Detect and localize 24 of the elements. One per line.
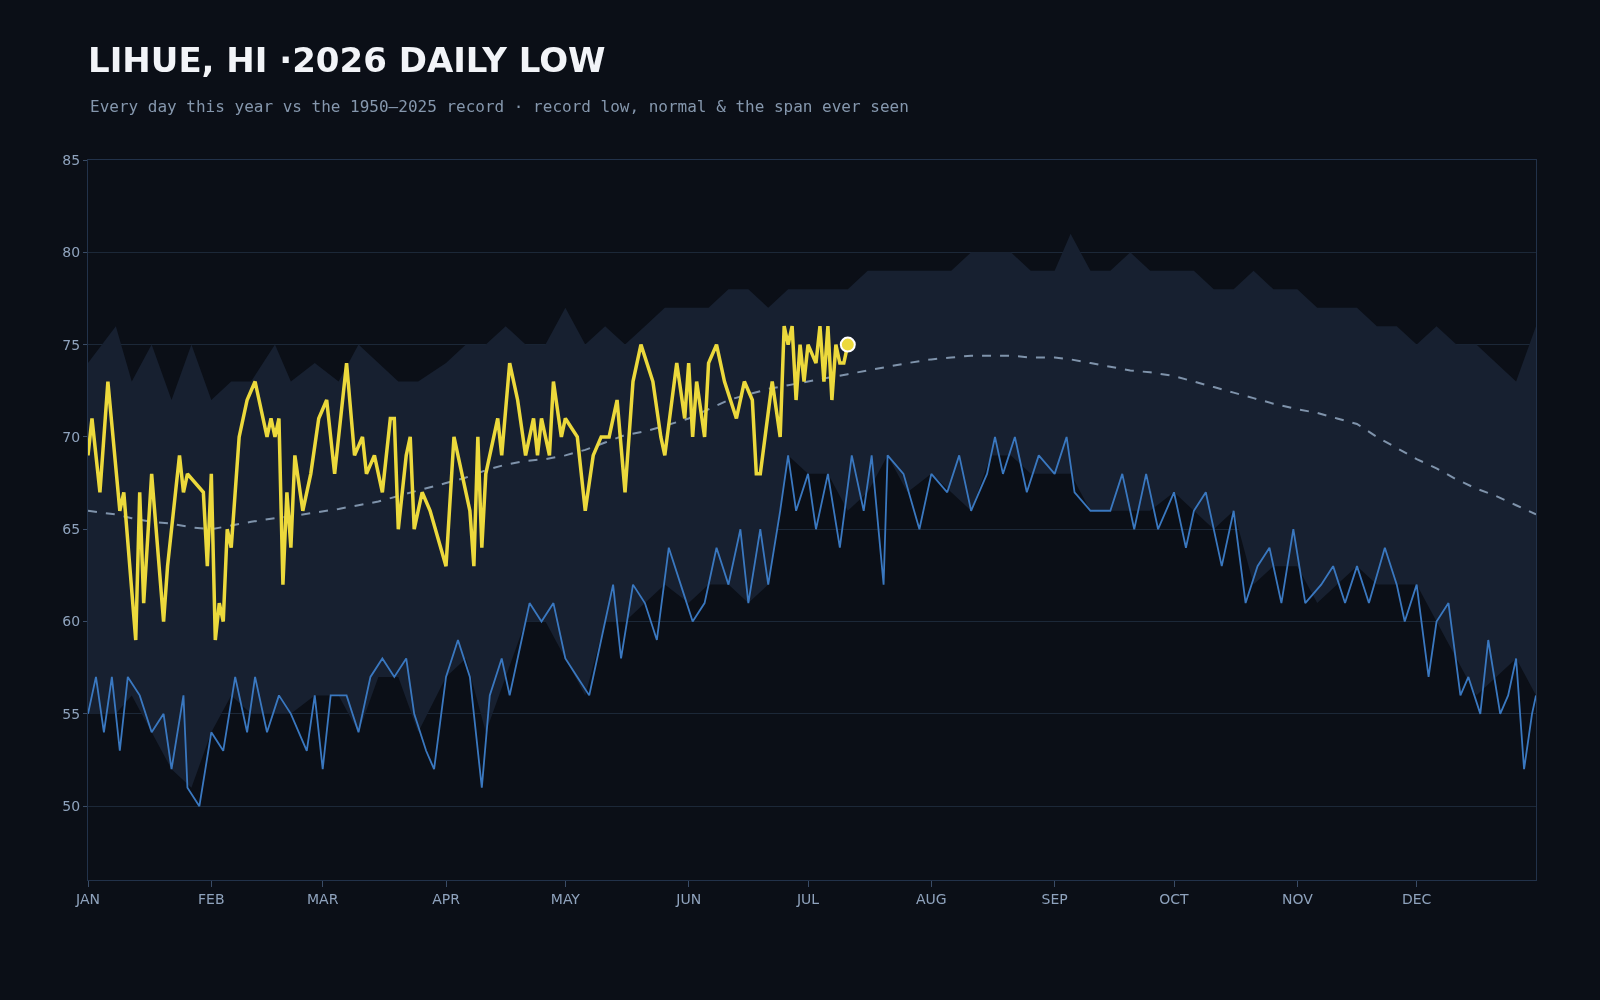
x-tick-label: JUL [795,890,820,907]
chart-title: LIHUE, HI ·2026 DAILY LOW [88,39,606,80]
x-tick-label: AUG [916,890,947,907]
x-tick-label: JUN [675,890,702,907]
y-tick-label: 55 [62,705,81,722]
x-tick-label: JAN [75,890,100,907]
x-tick-label: FEB [198,890,225,907]
y-tick-label: 80 [62,244,81,261]
x-tick-label: SEP [1041,890,1068,907]
x-tick-label: NOV [1281,890,1314,907]
x-tick-label: OCT [1159,890,1190,907]
line-series [88,354,1536,531]
y-tick-label: 75 [62,336,81,353]
x-tick-label: MAY [550,890,581,907]
chart-subtitle: Every day this year vs the 1950–2025 record · record low, normal & the span ever seen [90,97,909,116]
x-tick-label: APR [432,890,461,907]
y-tick-label: 70 [62,428,81,445]
line-series [88,436,1536,808]
y-tick-label: 50 [62,798,81,815]
y-tick-label: 85 [62,151,81,168]
x-tick-label: MAR [307,890,339,907]
x-tick-label: DEC [1401,890,1432,907]
y-tick-label: 60 [62,613,81,630]
y-tick-label: 65 [62,521,81,538]
